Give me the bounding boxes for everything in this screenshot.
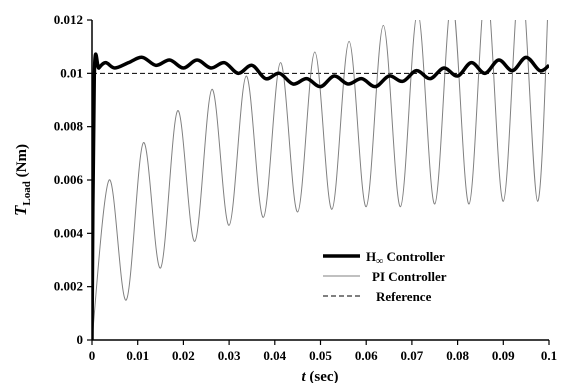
x-tick-label: 0 — [89, 348, 96, 363]
x-tick-label: 0.02 — [172, 348, 195, 363]
x-tick-label: 0.06 — [355, 348, 378, 363]
legend-label-pi: PI Controller — [372, 269, 447, 284]
y-tick-label: 0.004 — [54, 225, 84, 240]
legend-label-reference: Reference — [376, 289, 432, 304]
x-tick-label: 0.01 — [126, 348, 149, 363]
y-tick-label: 0.006 — [54, 172, 84, 187]
x-tick-label: 0.1 — [541, 348, 557, 363]
y-axis-label: TLoad (Nm) — [11, 144, 33, 216]
x-tick-label: 0.08 — [446, 348, 469, 363]
y-tick-label: 0.008 — [54, 119, 84, 134]
x-tick-label: 0.04 — [263, 348, 286, 363]
legend-entry-pi: PI Controller — [323, 269, 447, 284]
series-layer — [92, 20, 549, 340]
legend-entry-reference: Reference — [323, 289, 432, 304]
y-tick-label: 0.002 — [54, 279, 83, 294]
ticks-layer: 0 0.01 0.02 0.03 0.04 0.05 0.06 0.07 0.08 0.09 0.1… — [54, 12, 557, 363]
x-axis-label: t (sec) — [301, 369, 338, 383]
y-tick-label: 0.012 — [54, 12, 83, 27]
y-tick-label: 0 — [77, 332, 84, 347]
y-tick-label: 0.01 — [60, 65, 83, 80]
legend-entry-hinf: H∞ Controller — [323, 249, 445, 267]
x-tick-label: 0.03 — [218, 348, 241, 363]
x-tick-label: 0.09 — [492, 348, 515, 363]
legend-label-hinf: H∞ Controller — [366, 249, 445, 267]
series-line-hinf-controller — [92, 52, 549, 340]
x-tick-label: 0.05 — [309, 348, 332, 363]
x-tick-label: 0.07 — [401, 348, 424, 363]
legend: H∞ Controller PI Controller Reference — [323, 249, 447, 304]
series-line-pi-controller — [92, 20, 548, 340]
